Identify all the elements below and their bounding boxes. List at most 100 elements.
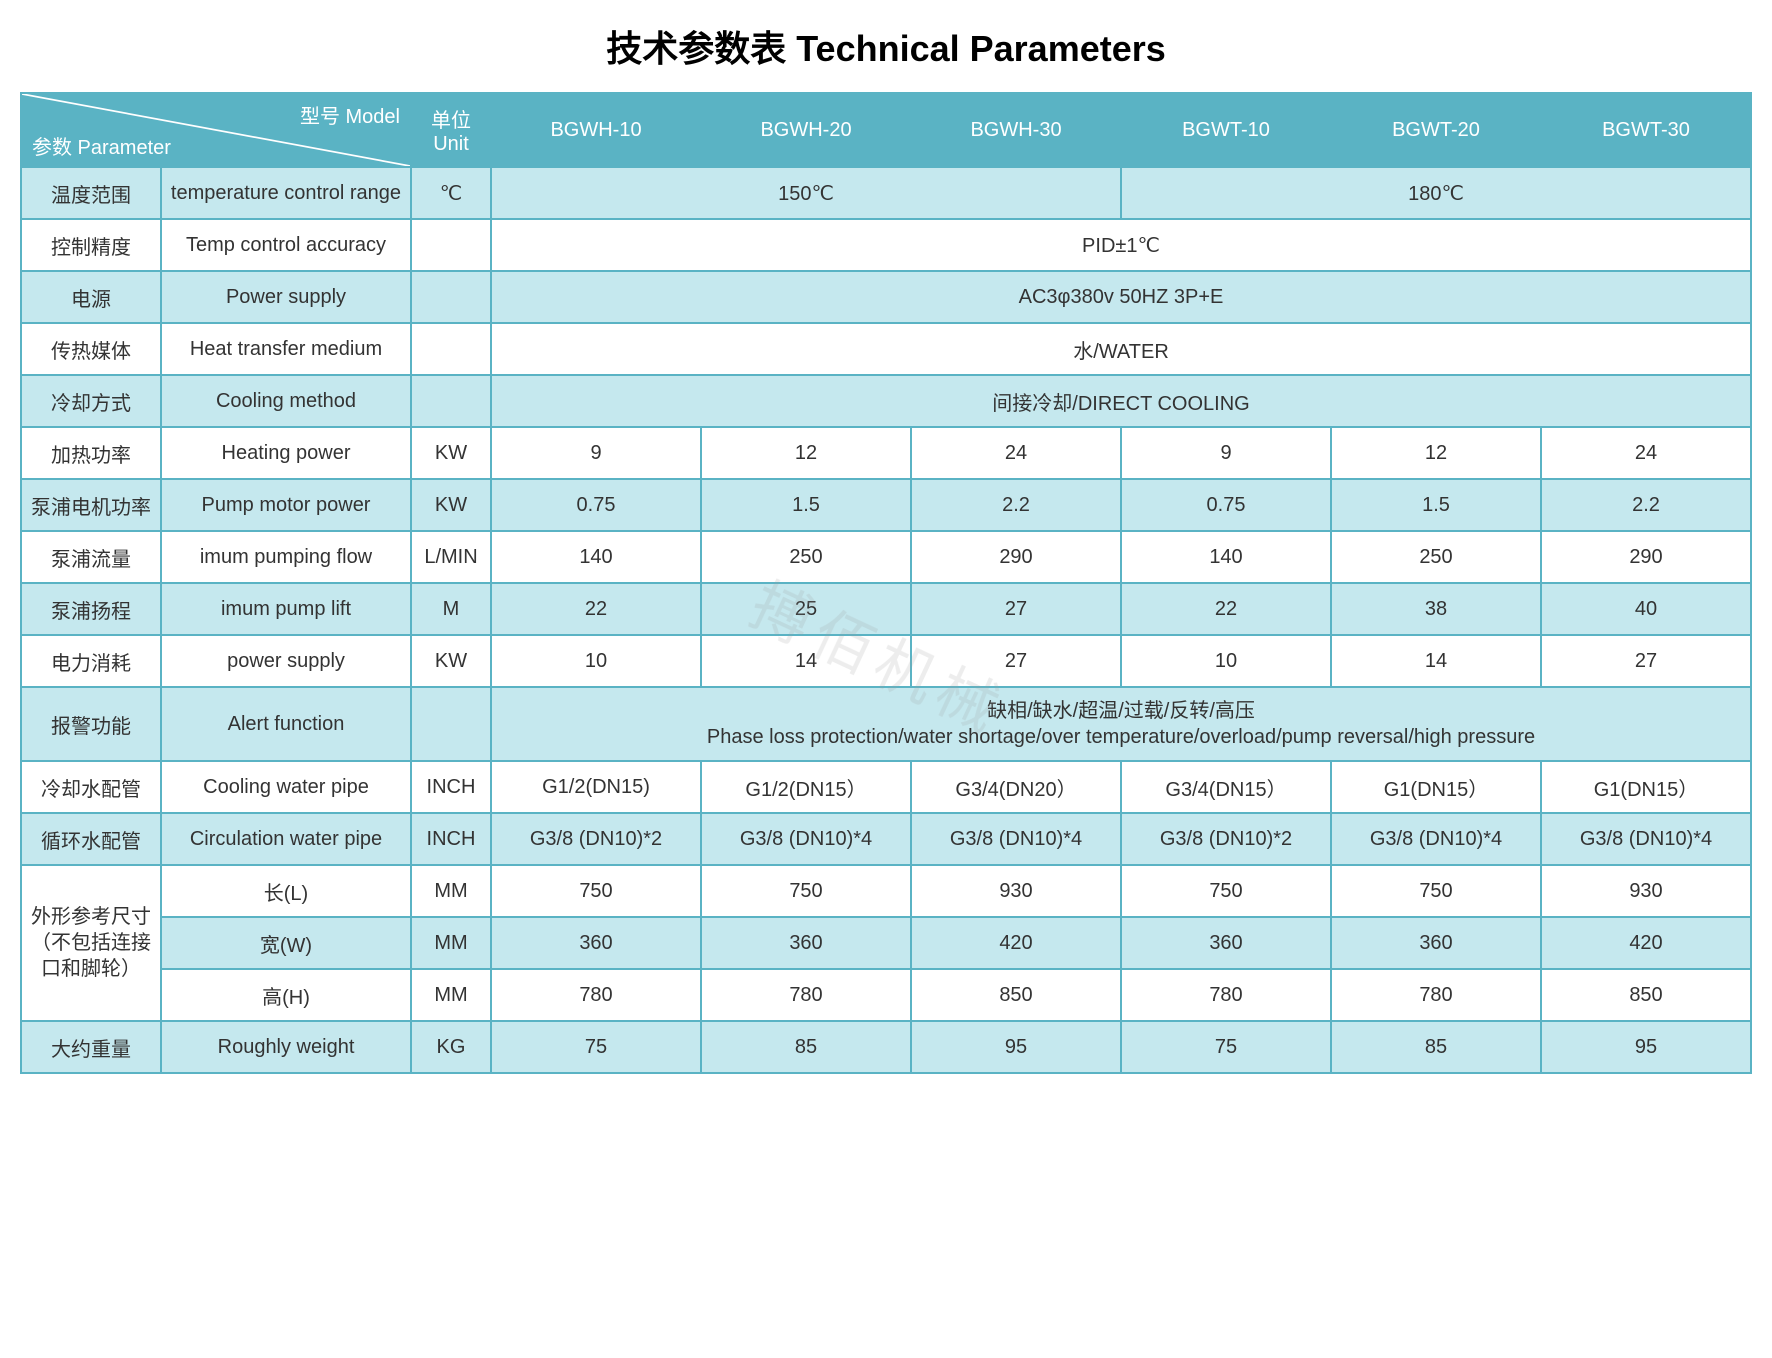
value-cell: 95: [911, 1021, 1121, 1073]
value-cell: 780: [701, 969, 911, 1021]
value-cell: 140: [491, 531, 701, 583]
model-col-4: BGWT-20: [1331, 93, 1541, 167]
value-cell: 930: [1541, 865, 1751, 917]
param-cn: 加热功率: [21, 427, 161, 479]
value-cell: G1(DN15）: [1331, 761, 1541, 813]
model-col-5: BGWT-30: [1541, 93, 1751, 167]
value-cell: G3/4(DN20）: [911, 761, 1121, 813]
table-row: 电源 Power supply AC3φ380v 50HZ 3P+E: [21, 271, 1751, 323]
value-cell: 38: [1331, 583, 1541, 635]
param-en: imum pump lift: [161, 583, 411, 635]
unit-cell: KW: [411, 427, 491, 479]
parameter-label: 参数 Parameter: [32, 131, 171, 160]
param-cn: 循环水配管: [21, 813, 161, 865]
value-cell: G1/2(DN15): [491, 761, 701, 813]
value-cell: 10: [491, 635, 701, 687]
unit-cell: M: [411, 583, 491, 635]
header-row: 型号 Model 参数 Parameter 单位 Unit BGWH-10 BG…: [21, 93, 1751, 167]
value-cell: 95: [1541, 1021, 1751, 1073]
param-en: Heating power: [161, 427, 411, 479]
value-cell: 12: [1331, 427, 1541, 479]
value-cell: 360: [491, 917, 701, 969]
value-cell: 360: [701, 917, 911, 969]
param-en: temperature control range: [161, 167, 411, 219]
param-en: Heat transfer medium: [161, 323, 411, 375]
parameters-table: 型号 Model 参数 Parameter 单位 Unit BGWH-10 BG…: [20, 92, 1752, 1074]
value-cell: 24: [1541, 427, 1751, 479]
value-cell: G3/8 (DN10)*4: [1541, 813, 1751, 865]
value-cell: 290: [911, 531, 1121, 583]
value-cell: 140: [1121, 531, 1331, 583]
table-row: 温度范围 temperature control range ℃ 150℃ 18…: [21, 167, 1751, 219]
param-cn: 大约重量: [21, 1021, 161, 1073]
value-cell: 24: [911, 427, 1121, 479]
unit-cell: KW: [411, 479, 491, 531]
model-col-3: BGWT-10: [1121, 93, 1331, 167]
param-cn: 电力消耗: [21, 635, 161, 687]
unit-cell: [411, 323, 491, 375]
model-col-1: BGWH-20: [701, 93, 911, 167]
value-cell: G3/4(DN15）: [1121, 761, 1331, 813]
value-cell: 85: [701, 1021, 911, 1073]
unit-cell: INCH: [411, 813, 491, 865]
page-title: 技术参数表 Technical Parameters: [20, 20, 1752, 72]
unit-cell: MM: [411, 917, 491, 969]
value-cell: 250: [701, 531, 911, 583]
value-cell: 27: [911, 635, 1121, 687]
value-cell: G3/8 (DN10)*2: [1121, 813, 1331, 865]
value-cell: 2.2: [1541, 479, 1751, 531]
value-cell: 1.5: [1331, 479, 1541, 531]
value-cell: 22: [491, 583, 701, 635]
value-cell: 25: [701, 583, 911, 635]
param-cn: 传热媒体: [21, 323, 161, 375]
model-col-2: BGWH-30: [911, 93, 1121, 167]
table-row: 循环水配管 Circulation water pipe INCH G3/8 (…: [21, 813, 1751, 865]
value-cell: 420: [911, 917, 1121, 969]
param-en: Circulation water pipe: [161, 813, 411, 865]
param-en: Power supply: [161, 271, 411, 323]
value-cell: 75: [1121, 1021, 1331, 1073]
param-en: Alert function: [161, 687, 411, 761]
value-cell: 290: [1541, 531, 1751, 583]
value-cell: 360: [1331, 917, 1541, 969]
unit-cell: MM: [411, 969, 491, 1021]
value-cell: G3/8 (DN10)*4: [701, 813, 911, 865]
unit-cell: [411, 219, 491, 271]
param-en: power supply: [161, 635, 411, 687]
value-cell: 0.75: [1121, 479, 1331, 531]
value-cell: 150℃: [491, 167, 1121, 219]
value-cell: 780: [491, 969, 701, 1021]
value-cell: 750: [1331, 865, 1541, 917]
value-cell: 850: [911, 969, 1121, 1021]
param-cn: 冷却水配管: [21, 761, 161, 813]
unit-cell: KG: [411, 1021, 491, 1073]
value-cell: G3/8 (DN10)*4: [1331, 813, 1541, 865]
value-cell: 360: [1121, 917, 1331, 969]
value-cell: 40: [1541, 583, 1751, 635]
param-en: Cooling method: [161, 375, 411, 427]
value-cell: 75: [491, 1021, 701, 1073]
param-en: Cooling water pipe: [161, 761, 411, 813]
param-en: Roughly weight: [161, 1021, 411, 1073]
value-cell: G3/8 (DN10)*2: [491, 813, 701, 865]
value-cell: 27: [911, 583, 1121, 635]
table-row: 高(H) MM 780 780 850 780 780 850: [21, 969, 1751, 1021]
table-row: 冷却水配管 Cooling water pipe INCH G1/2(DN15)…: [21, 761, 1751, 813]
param-cn: 泵浦流量: [21, 531, 161, 583]
table-row: 大约重量 Roughly weight KG 75 85 95 75 85 95: [21, 1021, 1751, 1073]
value-cell: 间接冷却/DIRECT COOLING: [491, 375, 1751, 427]
param-cn: 泵浦扬程: [21, 583, 161, 635]
value-cell: 12: [701, 427, 911, 479]
param-cn: 控制精度: [21, 219, 161, 271]
param-en: 长(L): [161, 865, 411, 917]
unit-cell: INCH: [411, 761, 491, 813]
value-cell: 9: [491, 427, 701, 479]
unit-cell: ℃: [411, 167, 491, 219]
value-cell: 250: [1331, 531, 1541, 583]
value-cell: G1/2(DN15）: [701, 761, 911, 813]
table-row: 冷却方式 Cooling method 间接冷却/DIRECT COOLING: [21, 375, 1751, 427]
param-en: 宽(W): [161, 917, 411, 969]
value-cell: G3/8 (DN10)*4: [911, 813, 1121, 865]
param-en: Pump motor power: [161, 479, 411, 531]
value-cell: 缺相/缺水/超温/过载/反转/高压 Phase loss protection/…: [491, 687, 1751, 761]
